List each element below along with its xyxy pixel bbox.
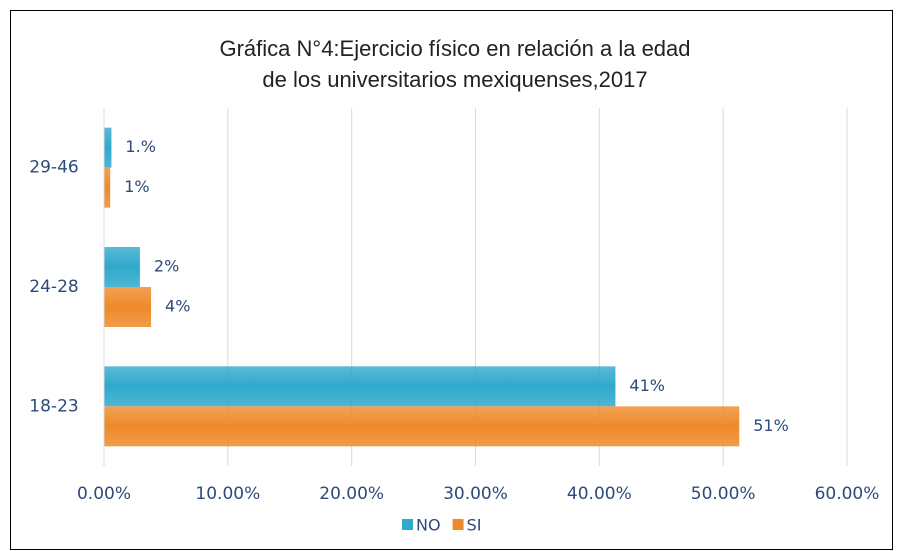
x-tick-label: 30.00%: [443, 484, 508, 504]
data-label: 4%: [165, 297, 190, 316]
x-tick-label: 0.00%: [77, 484, 131, 504]
legend-label: SI: [467, 516, 482, 535]
x-tick-label: 60.00%: [815, 484, 880, 504]
chart-title: Gráfica N°4:Ejercicio físico en relación…: [219, 36, 690, 61]
x-tick-label: 10.00%: [195, 484, 260, 504]
y-tick-label: 24-28: [29, 277, 78, 297]
legend-swatch: [452, 519, 464, 530]
bar: [104, 127, 112, 168]
bar: [104, 406, 740, 447]
x-tick-label: 40.00%: [567, 484, 632, 504]
legend-swatch: [402, 519, 413, 530]
legend-label: NO: [416, 516, 441, 535]
data-label: 1%: [124, 177, 149, 196]
bar: [104, 247, 140, 287]
data-label: 51%: [753, 416, 789, 435]
data-label: 1.%: [125, 137, 155, 156]
chart-title: de los universitarios mexiquenses,2017: [262, 67, 647, 92]
bar: [104, 287, 152, 327]
x-tick-label: 50.00%: [691, 484, 756, 504]
data-label: 2%: [154, 257, 179, 276]
y-tick-label: 18-23: [29, 396, 78, 416]
chart-border: [10, 10, 893, 550]
x-tick-label: 20.00%: [319, 484, 384, 504]
bar: [104, 167, 111, 208]
bar: [104, 366, 616, 407]
y-tick-label: 29-46: [29, 158, 78, 178]
data-label: 41%: [629, 376, 665, 395]
